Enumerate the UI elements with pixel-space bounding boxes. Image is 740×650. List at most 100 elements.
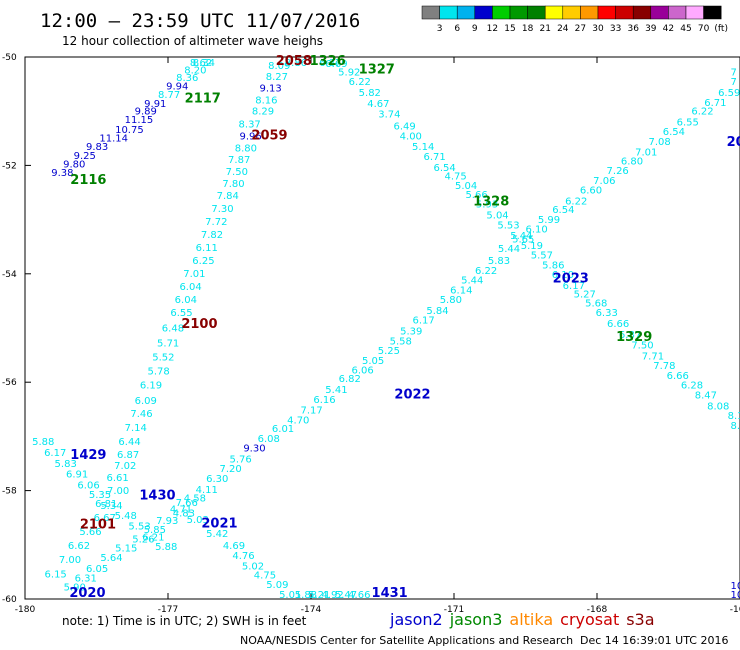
color-swatch xyxy=(632,5,652,20)
wave-height-point: 6.60 xyxy=(580,186,602,197)
wave-height-point: 7 xyxy=(730,77,736,88)
pass-time-label: 2020 xyxy=(69,586,105,601)
wave-height-point: 4.67 xyxy=(367,99,389,110)
wave-height-point: 5.15 xyxy=(115,543,137,554)
wave-height-point: 5.19 xyxy=(521,241,543,252)
wave-height-point: 6.44 xyxy=(118,437,140,448)
satellite-legend: jason2 jason3 altika cryosat s3a xyxy=(389,610,655,629)
wave-height-point: 8.47 xyxy=(695,390,717,401)
wave-height-point: 8.10 xyxy=(728,411,740,422)
pass-time-label: 2023 xyxy=(553,271,589,286)
wave-height-point: 4.58 xyxy=(184,493,206,504)
wave-height-point: 7.00 xyxy=(107,486,129,497)
wave-height-point: 6.22 xyxy=(475,266,497,277)
wave-height-point: 9.96 xyxy=(240,131,262,142)
chart-title: 12:00 — 23:59 UTC 11/07/2016 xyxy=(40,10,360,32)
wave-height-point: 7.14 xyxy=(125,423,147,434)
plot-frame xyxy=(24,56,740,600)
wave-height-point: 8.77 xyxy=(158,90,180,101)
color-swatch xyxy=(439,5,458,20)
wave-height-point: 8.27 xyxy=(266,72,288,83)
wave-height-point: 5.04 xyxy=(486,211,508,222)
wave-height-point: 6.55 xyxy=(170,308,192,319)
wave-height-point: 4.83 xyxy=(173,509,195,520)
wave-height-point: 4.70 xyxy=(287,415,309,426)
wave-height-point: 7.06 xyxy=(593,176,615,187)
wave-height-point: 8.43 xyxy=(730,421,740,432)
wave-height-point: 7.78 xyxy=(653,361,675,372)
wave-height-point: 6.62 xyxy=(68,541,90,552)
wave-height-point: 9.80 xyxy=(63,160,85,171)
color-scale-label: 24 xyxy=(557,24,569,34)
pass-time-label: 2117 xyxy=(185,92,221,107)
wave-height-point: 7.46 xyxy=(130,409,152,420)
wave-height-point: 7.87 xyxy=(228,155,250,166)
wave-height-point: 9.91 xyxy=(144,99,166,110)
color-swatch xyxy=(492,5,511,20)
wave-height-point: 5.27 xyxy=(574,290,596,301)
wave-height-point: 5.83 xyxy=(55,459,77,470)
wave-height-point: 8.34 xyxy=(193,58,215,69)
wave-height-point: 5.44 xyxy=(510,231,532,242)
wave-height-point: 6.19 xyxy=(140,381,162,392)
wave-height-point: 5.88 xyxy=(295,590,317,601)
wave-height-point: 6.66 xyxy=(667,371,689,382)
wave-height-point: 9.89 xyxy=(135,106,157,117)
wave-height-point: 5.57 xyxy=(531,251,553,262)
color-scale-label: 3 xyxy=(437,24,443,34)
color-scale-label: 9 xyxy=(472,24,478,34)
wave-height-point: 7.50 xyxy=(226,167,248,178)
wave-height-point: 6.06 xyxy=(352,366,374,377)
wave-height-point: 5.92 xyxy=(338,67,360,78)
pass-time-label: 1431 xyxy=(372,586,408,601)
pass-time-label: 2116 xyxy=(70,173,106,188)
wave-height-point: 9.25 xyxy=(74,151,96,162)
wave-height-point: 8.80 xyxy=(235,143,257,154)
wave-height-point: 7.82 xyxy=(201,230,223,241)
pass-time-label: 1429 xyxy=(70,448,106,463)
wave-height-point: 5.80 xyxy=(440,295,462,306)
wave-height-point: 6.01 xyxy=(272,424,294,435)
wave-height-point: 7.72 xyxy=(205,217,227,228)
color-scale-label: 30 xyxy=(592,24,604,34)
wave-height-point: 8.08 xyxy=(707,401,729,412)
wave-height-point: 7.66 xyxy=(176,498,198,509)
wave-height-points: 8.348.628.208.369.948.779.919.8911.1510.… xyxy=(32,58,740,601)
color-scale-legend: 3 6 9 12 15 18 21 24 27 30 33 36 39 42 45 70 (ft) xyxy=(421,5,728,34)
color-scale-label: 36 xyxy=(627,24,639,34)
color-swatch xyxy=(474,5,493,20)
wave-height-point: 5.44 xyxy=(498,244,520,255)
wave-height-point: 5.35 xyxy=(89,490,111,501)
pass-time-label: 1329 xyxy=(616,330,652,345)
wave-height-point: 5.88 xyxy=(32,437,54,448)
wave-height-point: 5.66 xyxy=(79,527,101,538)
wave-height-point: 10 xyxy=(730,581,740,592)
wave-height-point: 6.66 xyxy=(607,319,629,330)
color-scale-label: 27 xyxy=(575,24,586,34)
wave-height-point: 7.08 xyxy=(648,137,670,148)
wave-height-point: 4.00 xyxy=(400,131,422,142)
wave-height-point: 6.55 xyxy=(677,117,699,128)
wave-height-point: 6.81 xyxy=(95,499,117,510)
wave-height-point: 4.11 xyxy=(196,485,218,496)
satellite-legend-entry: jason3 xyxy=(449,610,503,629)
color-scale-label: 45 xyxy=(680,24,691,34)
wave-height-point: 5.86 xyxy=(542,260,564,271)
wave-height-point: 5.90 xyxy=(64,582,86,593)
wave-height-point: 6.71 xyxy=(704,98,726,109)
footnote: note: 1) Time is in UTC; 2) SWH is in fe… xyxy=(62,614,307,628)
wave-height-point: 4.92 xyxy=(321,590,343,601)
wave-height-point: 6.09 xyxy=(135,396,157,407)
wave-height-point: 7.80 xyxy=(222,179,244,190)
color-scale-label: 39 xyxy=(645,24,657,34)
satellite-legend-entry: cryosat xyxy=(560,610,619,629)
wave-height-point: 7 xyxy=(730,67,736,78)
wave-height-point: 7.02 xyxy=(114,461,136,472)
pass-time-label: 1328 xyxy=(473,195,509,210)
color-swatch xyxy=(456,5,476,20)
wave-height-point: 3.74 xyxy=(378,110,400,121)
wave-height-point: 6.22 xyxy=(565,196,587,207)
color-swatch xyxy=(562,5,581,20)
pass-time-label: 2022 xyxy=(394,387,430,402)
